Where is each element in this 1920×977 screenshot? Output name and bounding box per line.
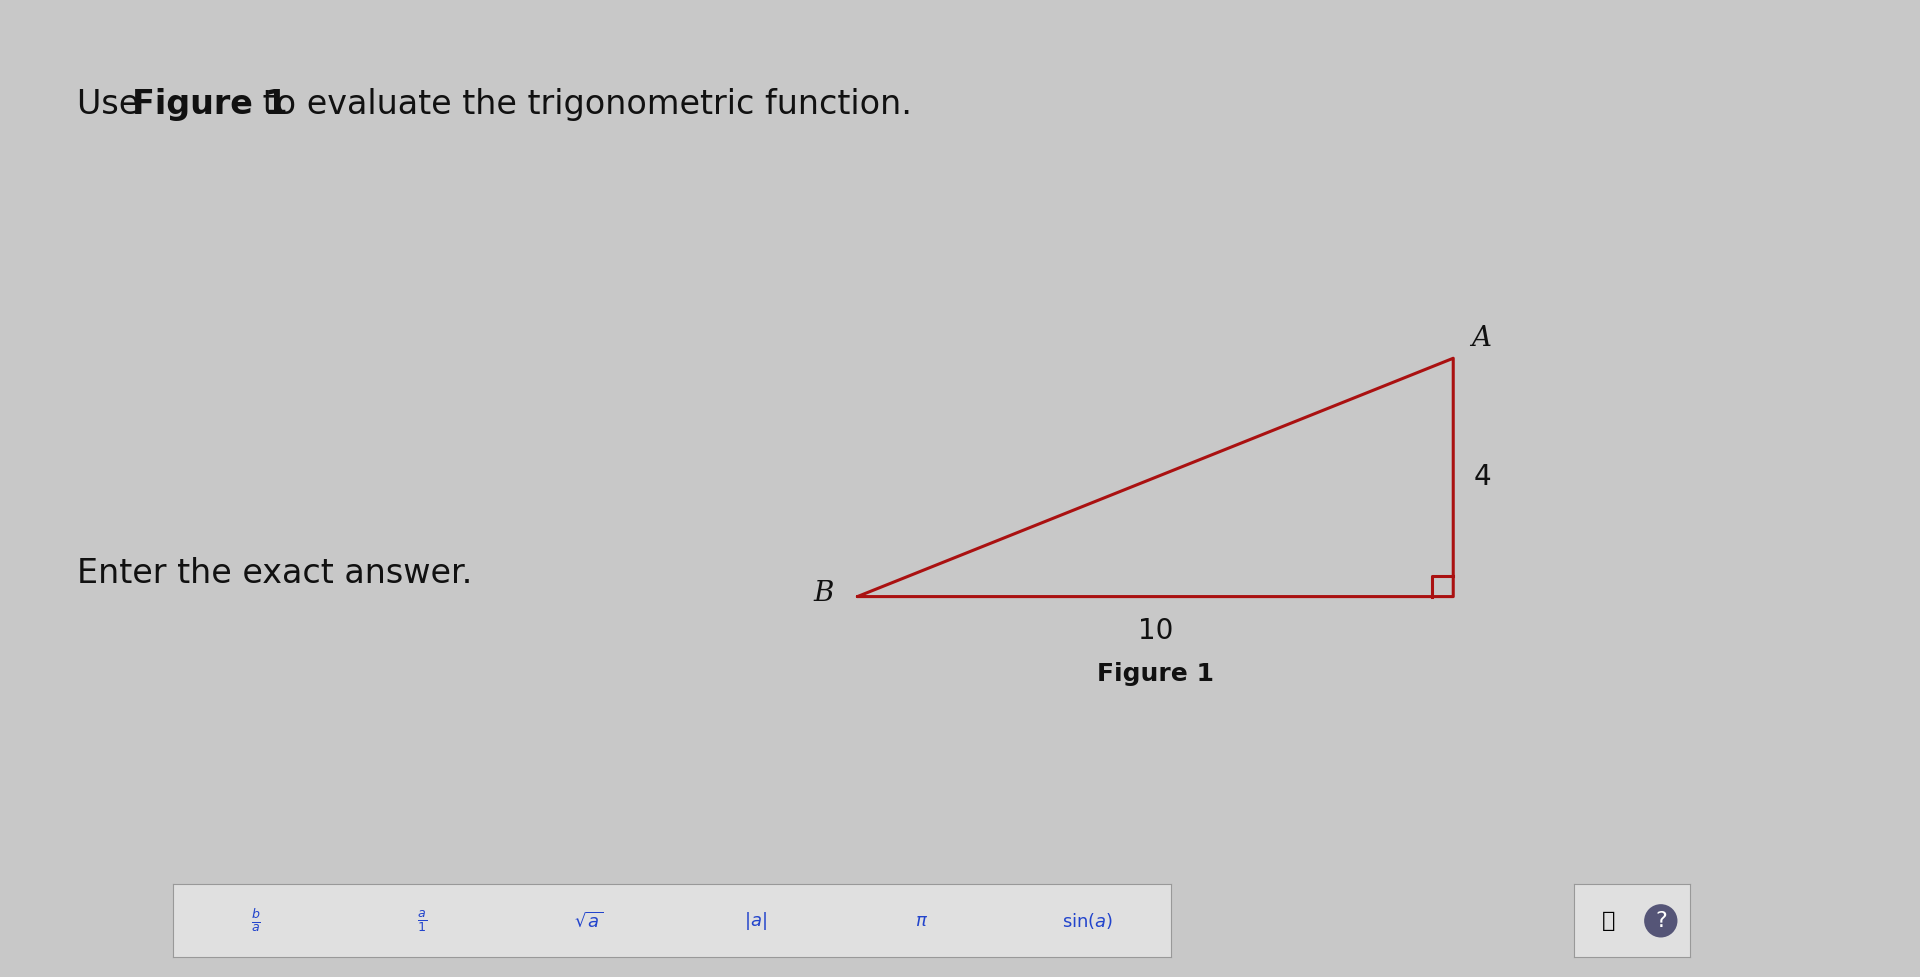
Text: $\sqrt{a}$: $\sqrt{a}$	[574, 912, 603, 930]
Text: 10: 10	[1139, 617, 1173, 646]
Text: Figure 1: Figure 1	[1096, 662, 1213, 686]
Text: $|a|$: $|a|$	[743, 910, 766, 932]
Text: Use: Use	[77, 88, 150, 121]
Text: $\frac{a}{1}$: $\frac{a}{1}$	[417, 908, 428, 934]
Text: $\frac{b}{a}$: $\frac{b}{a}$	[252, 908, 261, 934]
Text: Figure 1: Figure 1	[132, 88, 288, 121]
Text: $\pi$: $\pi$	[916, 912, 927, 930]
Text: 4: 4	[1475, 463, 1492, 491]
Text: A: A	[1471, 325, 1492, 353]
Text: Enter the exact answer.: Enter the exact answer.	[77, 557, 472, 590]
Text: B: B	[814, 580, 833, 607]
Text: to evaluate the trigonometric function.: to evaluate the trigonometric function.	[252, 88, 912, 121]
Text: $\sin(a)$: $\sin(a)$	[1062, 911, 1114, 931]
Text: 🗑: 🗑	[1603, 911, 1615, 931]
Text: ?: ?	[1655, 911, 1667, 931]
